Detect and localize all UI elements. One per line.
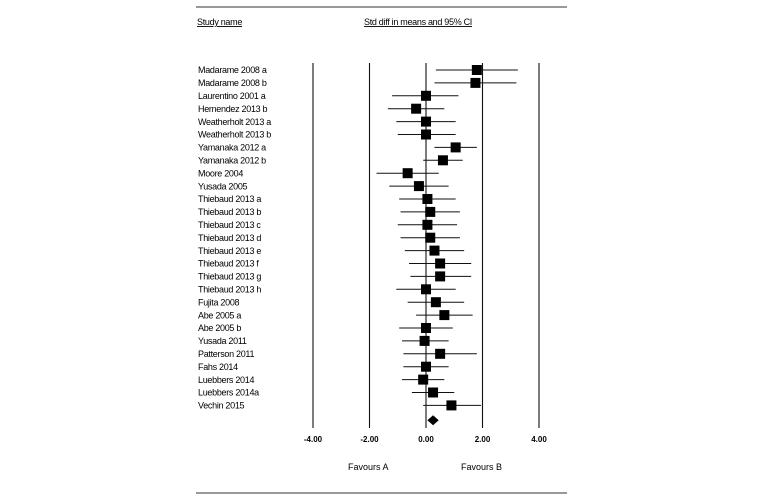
- point-estimate: [421, 116, 431, 127]
- study-label: Thiebaud 2013 h: [198, 285, 261, 295]
- point-estimate: [422, 219, 433, 230]
- study-label: Weatherholt 2013 b: [198, 130, 271, 140]
- study-rows: Madarame 2008 a Madarame 2008 b Laurentino…: [198, 65, 518, 411]
- tick-label: 4.00: [531, 435, 547, 444]
- point-estimate: [421, 361, 431, 372]
- point-estimate: [429, 245, 440, 256]
- point-estimate: [437, 155, 448, 166]
- study-label: Yusada 2011: [198, 336, 247, 346]
- point-estimate: [413, 181, 424, 192]
- tick-label: -2.00: [360, 435, 379, 444]
- summary-group: [427, 415, 439, 426]
- point-estimate: [402, 168, 413, 179]
- study-label: Fujita 2008: [198, 297, 240, 307]
- tick-label: 2.00: [475, 435, 491, 444]
- study-label: Thiebaud 2013 d: [198, 233, 261, 243]
- study-label: Thiebaud 2013 a: [198, 194, 261, 204]
- point-estimate: [446, 400, 457, 411]
- point-estimate: [470, 77, 481, 88]
- favours-a-label: Favours A: [348, 462, 389, 472]
- study-label: Thiebaud 2013 f: [198, 259, 259, 269]
- study-label: Fahs 2014: [198, 362, 238, 372]
- study-label: Yamanaka 2012 a: [198, 143, 266, 153]
- point-estimate: [421, 323, 431, 333]
- point-estimate: [419, 335, 430, 346]
- point-estimate: [425, 232, 436, 243]
- study-label: Abe 2005 a: [198, 310, 241, 320]
- study-label: Thiebaud 2013 g: [198, 272, 261, 282]
- tick-label: -4.00: [304, 435, 323, 444]
- study-label: Moore 2004: [198, 168, 243, 178]
- study-label: Thiebaud 2013 b: [198, 207, 261, 217]
- point-estimate: [430, 297, 441, 308]
- point-estimate: [425, 206, 436, 217]
- study-label: Madarame 2008 b: [198, 78, 267, 88]
- point-estimate: [435, 271, 446, 282]
- point-estimate: [422, 194, 433, 204]
- study-label: Yamanaka 2012 b: [198, 156, 266, 166]
- point-estimate: [411, 103, 422, 114]
- study-label: Vechin 2015: [198, 401, 245, 411]
- point-estimate: [439, 310, 450, 321]
- study-label: Laurentino 2001 a: [198, 91, 266, 101]
- point-estimate: [428, 387, 439, 398]
- point-estimate: [421, 90, 431, 101]
- favours-b-label: Favours B: [461, 462, 502, 472]
- point-estimate: [421, 129, 431, 140]
- tick-label: 0.00: [418, 435, 434, 444]
- study-label: Madarame 2008 a: [198, 65, 267, 75]
- point-estimate: [450, 142, 461, 153]
- study-label: Patterson 2011: [198, 349, 254, 359]
- header-effect: Std diff in means and 95% CI: [364, 17, 472, 27]
- point-estimate: [421, 284, 431, 295]
- study-label: Thiebaud 2013 c: [198, 220, 261, 230]
- point-estimate: [418, 374, 429, 385]
- study-label: Hernendez 2013 b: [198, 104, 268, 114]
- point-estimate: [435, 348, 446, 359]
- point-estimate: [471, 65, 482, 75]
- point-estimate: [435, 258, 446, 269]
- axis-ticks: -4.00 -2.00 0.00 2.00 4.00: [304, 435, 547, 444]
- study-label: Yusada 2005: [198, 181, 248, 191]
- study-label: Abe 2005 b: [198, 323, 241, 333]
- study-label: Luebbers 2014a: [198, 388, 259, 398]
- study-label: Weatherholt 2013 a: [198, 117, 271, 127]
- summary-diamond: [427, 415, 439, 426]
- study-label: Luebbers 2014: [198, 375, 254, 385]
- header-study-name: Study name: [197, 17, 242, 27]
- study-label: Thiebaud 2013 e: [198, 246, 261, 256]
